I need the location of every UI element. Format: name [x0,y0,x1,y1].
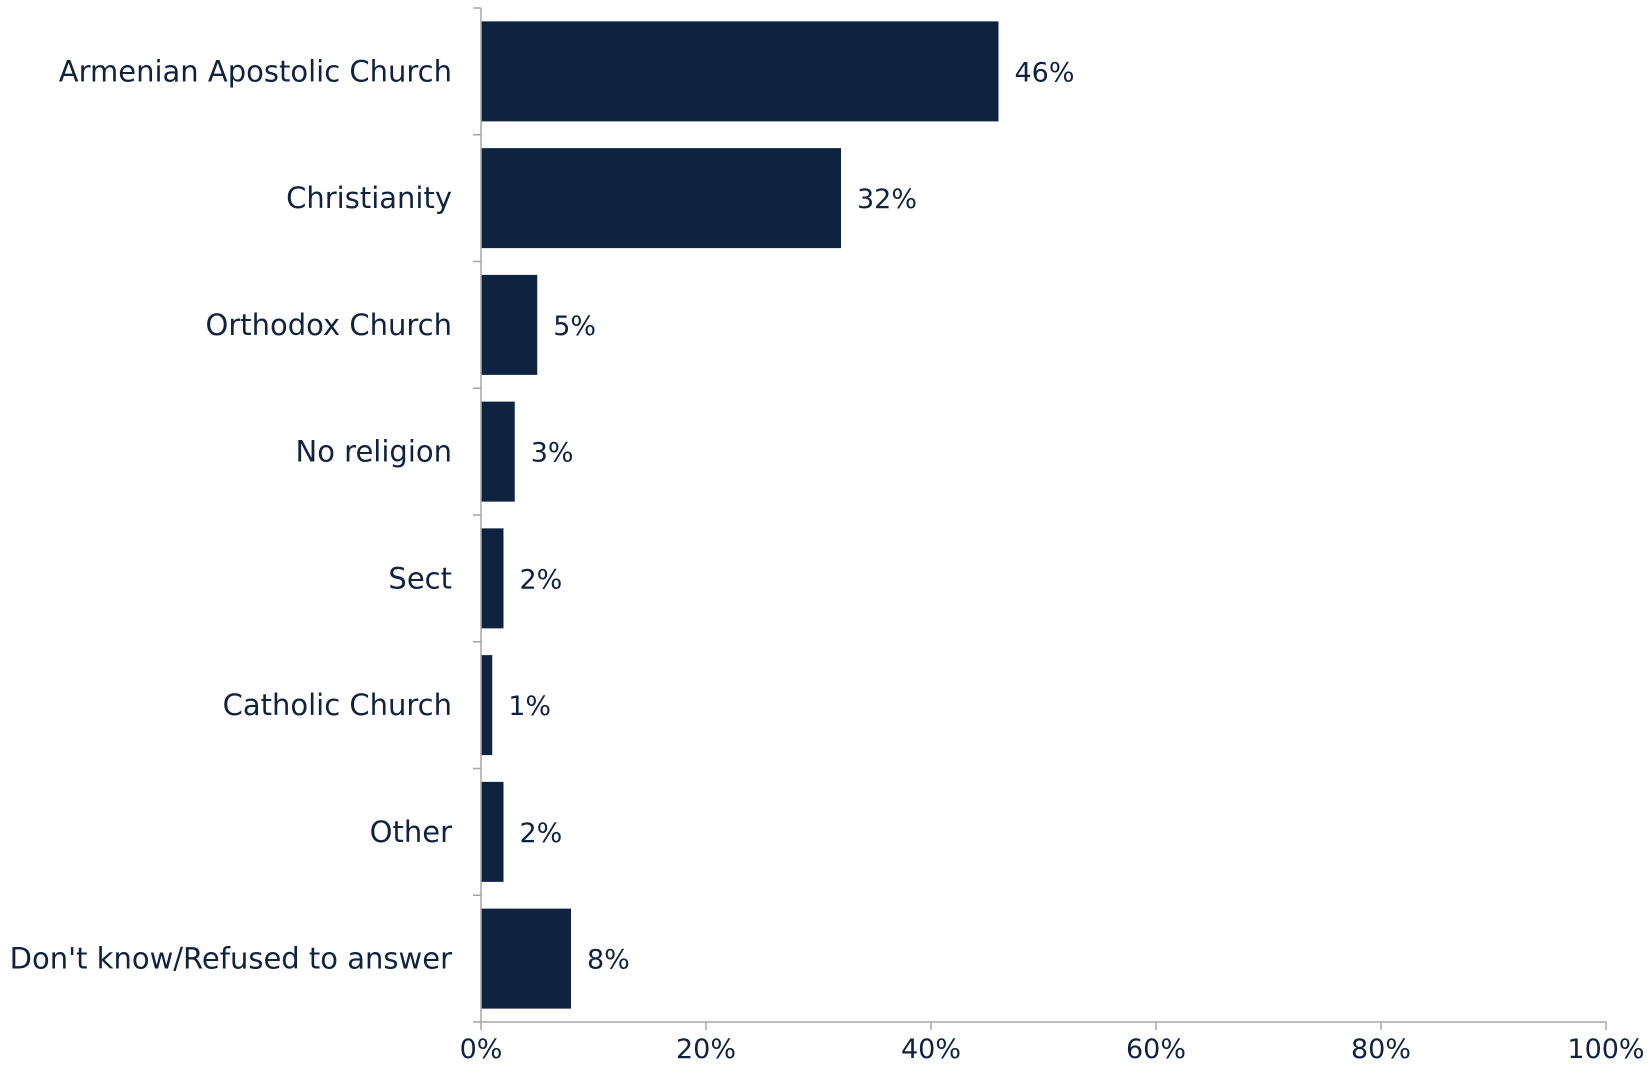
value-label: 2% [520,818,563,849]
value-label: 2% [520,564,563,595]
category-labels: Armenian Apostolic Church Christianity Ort… [10,54,452,975]
x-tick-label: 80% [1351,1034,1411,1065]
x-tick-labels: 0% 20% 40% 60% 80% 100% [460,1034,1645,1065]
x-tick-label: 100% [1567,1034,1644,1065]
category-label: Armenian Apostolic Church [59,54,452,88]
x-tick-label: 20% [676,1034,736,1065]
category-label: Orthodox Church [206,308,453,342]
category-label: Other [370,815,452,849]
category-label: Sect [388,561,452,595]
value-label: 8% [587,945,630,976]
bar [481,781,504,882]
bar [481,148,841,249]
axes [473,7,1607,1030]
bar [481,528,504,629]
value-label: 32% [857,184,917,215]
category-label: Christianity [286,181,452,215]
x-tick-label: 40% [901,1034,961,1065]
bar [481,21,999,122]
value-labels: 46% 32% 5% 3% 2% 1% 2% 8% [508,57,1074,975]
bar [481,908,571,1009]
value-label: 46% [1015,57,1075,88]
value-label: 3% [531,438,574,469]
x-tick-label: 60% [1126,1034,1186,1065]
bars [481,21,999,1009]
category-label: No religion [296,435,452,469]
category-label: Don't know/Refused to answer [10,942,452,976]
value-label: 1% [508,691,551,722]
category-label: Catholic Church [223,688,452,722]
bar [481,401,515,502]
bar [481,655,493,756]
x-tick-label: 0% [460,1034,503,1065]
value-label: 5% [553,311,596,342]
bar [481,274,538,375]
